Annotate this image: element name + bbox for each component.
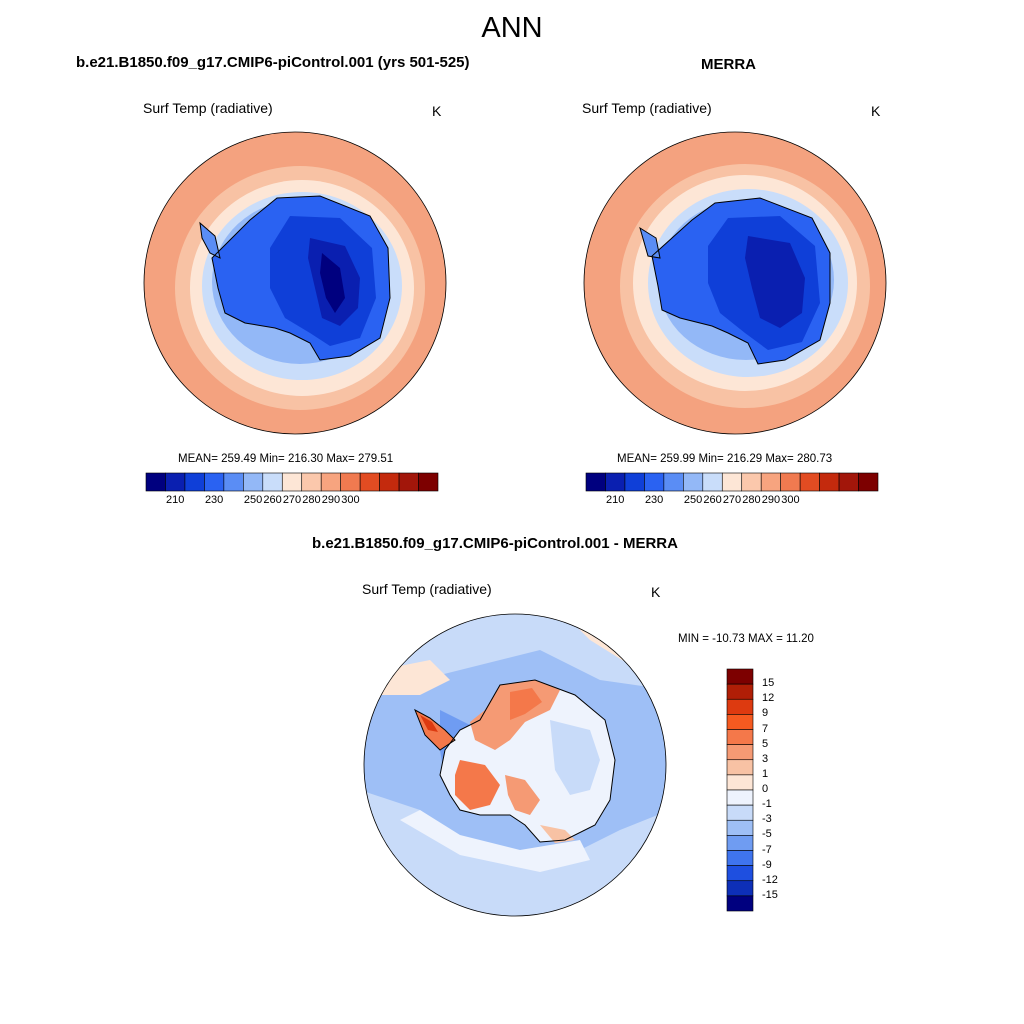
panel1-colorbar-swatch: [165, 472, 186, 492]
panel3-units: K: [651, 584, 661, 600]
panel2-colorbar-tick-label: 210: [606, 494, 625, 506]
panel2-colorbar: [585, 472, 879, 492]
panel3-colorbar-labels: 15 12 9 7 5 3 1 0 -1 -3 -5 -7 -9 -12 -15: [760, 669, 800, 911]
panel2-colorbar-swatch: [644, 472, 665, 492]
panel1-colorbar-swatch: [301, 472, 322, 492]
panel1-colorbar-tick-label: 270: [282, 494, 302, 506]
panel1-units: K: [432, 103, 442, 119]
panel1-colorbar-swatch: [281, 472, 303, 492]
panel1-colorbar-tick-label: 280: [302, 494, 321, 506]
panel1-colorbar-swatch: [320, 472, 341, 492]
panel3-colorbar-tick-label: -3: [762, 813, 772, 826]
panel3-colorbar-swatch: [726, 789, 754, 806]
panel3-colorbar-tick-label: 0: [762, 783, 769, 795]
panel1-colorbar-swatch: [340, 472, 361, 492]
panel1-colorbar-swatch: [243, 472, 264, 492]
panel3-header: b.e21.B1850.f09_g17.CMIP6-piControl.001 …: [312, 535, 678, 552]
panel2-colorbar-tick-label: 270: [722, 494, 742, 506]
panel2-colorbar-swatch: [702, 472, 723, 492]
panel1-colorbar-tick-label: 260: [263, 494, 282, 506]
panel2-colorbar-swatch: [605, 472, 626, 492]
panel3-colorbar-tick-label: -9: [762, 858, 772, 871]
panel2-stats: MEAN= 259.99 Min= 216.29 Max= 280.73: [617, 453, 833, 465]
panel2-colorbar-swatch: [780, 472, 801, 492]
panel3-stats: MIN = -10.73 MAX = 11.20: [678, 633, 814, 645]
panel1-colorbar-tick-label: 250: [243, 494, 263, 506]
panel3-colorbar-tick-label: -5: [762, 828, 772, 841]
panel1-header: b.e21.B1850.f09_g17.CMIP6-piControl.001 …: [76, 54, 470, 71]
panel3-colorbar-tick-label: 1: [762, 767, 769, 780]
panel3-colorbar-swatch: [726, 804, 754, 821]
panel3-colorbar-tick-label: 12: [762, 692, 775, 705]
panel3-polar-map: [363, 613, 667, 917]
panel3-colorbar-tick-label: 3: [762, 752, 769, 765]
panel1-colorbar-swatch: [379, 472, 400, 492]
panel2-units: K: [871, 103, 881, 119]
panel2-colorbar-tick-label: 280: [742, 494, 761, 506]
panel3-colorbar-swatch: [726, 895, 754, 912]
panel1-colorbar-swatch: [184, 472, 205, 492]
panel2-header: MERRA: [701, 56, 756, 73]
panel1-colorbar-tick-label: 300: [341, 494, 360, 506]
panel3-colorbar-swatch: [726, 759, 754, 776]
panel2-colorbar-tick-label: 260: [703, 494, 722, 506]
panel2-colorbar-swatch: [838, 472, 859, 492]
panel1-colorbar-swatch: [145, 472, 166, 492]
panel3-colorbar-swatch: [726, 850, 754, 866]
panel2-variable: Surf Temp (radiative): [582, 100, 712, 116]
panel2-colorbar-swatch: [760, 472, 781, 492]
panel2-colorbar-swatch: [721, 472, 743, 492]
panel3-colorbar-swatch: [726, 714, 754, 730]
panel1-colorbar-swatch: [223, 472, 244, 492]
figure-title: ANN: [481, 12, 543, 44]
panel1-colorbar-swatch: [398, 472, 419, 492]
panel3-colorbar: [726, 668, 754, 912]
panel3-colorbar-tick-label: 7: [762, 722, 769, 735]
panel3-colorbar-tick-label: -7: [762, 843, 772, 856]
panel3-colorbar-swatch: [726, 865, 754, 882]
panel2-colorbar-tick-label: 250: [683, 494, 703, 506]
panel2-colorbar-swatch: [819, 472, 840, 492]
panel1-colorbar-tick-label: 210: [166, 494, 185, 506]
panel1-variable: Surf Temp (radiative): [143, 100, 273, 116]
panel1-colorbar: [145, 472, 439, 492]
panel2-polar-map: [583, 131, 887, 435]
panel2-colorbar-tick-label: 290: [761, 494, 781, 506]
panel3-colorbar-swatch: [726, 774, 754, 791]
panel3-colorbar-swatch: [726, 744, 754, 761]
panel2-colorbar-swatch: [663, 472, 684, 492]
panel3-colorbar-tick-label: 15: [762, 677, 775, 690]
panel2-colorbar-tick-label: 300: [781, 494, 800, 506]
panel3-colorbar-swatch: [726, 668, 754, 685]
panel2-colorbar-swatch: [799, 472, 820, 492]
panel1-colorbar-swatch: [418, 472, 439, 492]
panel2-colorbar-swatch: [683, 472, 704, 492]
panel3-colorbar-swatch: [726, 729, 754, 745]
panel3-colorbar-tick-label: -1: [762, 798, 772, 811]
panel2-colorbar-swatch: [624, 472, 645, 492]
panel1-stats: MEAN= 259.49 Min= 216.30 Max= 279.51: [178, 453, 394, 465]
panel3-colorbar-swatch: [726, 819, 754, 836]
panel1-colorbar-tick-label: 230: [204, 494, 224, 506]
panel1-polar-map: [143, 131, 447, 435]
panel3-colorbar-tick-label: 5: [762, 737, 769, 750]
panel3-colorbar-swatch: [726, 683, 754, 700]
panel1-colorbar-swatch: [359, 472, 380, 492]
panel3-colorbar-tick-label: -12: [762, 873, 778, 886]
panel3-colorbar-tick-label: -15: [762, 888, 778, 901]
panel2-colorbar-labels: 210 230 250 260 270 280 290 300: [586, 494, 878, 510]
panel1-colorbar-swatch: [204, 472, 225, 492]
panel2-colorbar-swatch: [741, 472, 762, 492]
panel1-colorbar-tick-label: 290: [321, 494, 341, 506]
panel3-colorbar-swatch: [726, 835, 754, 851]
panel2-colorbar-tick-label: 230: [644, 494, 664, 506]
panel1-colorbar-swatch: [262, 472, 283, 492]
panel3-colorbar-swatch: [726, 880, 754, 897]
panel3-colorbar-swatch: [726, 698, 754, 715]
panel3-colorbar-tick-label: 9: [762, 707, 769, 720]
panel1-colorbar-labels: 210 230 250 260 270 280 290 300: [146, 494, 438, 510]
panel2-colorbar-swatch: [858, 472, 879, 492]
panel3-variable: Surf Temp (radiative): [362, 581, 492, 597]
panel2-colorbar-swatch: [585, 472, 606, 492]
